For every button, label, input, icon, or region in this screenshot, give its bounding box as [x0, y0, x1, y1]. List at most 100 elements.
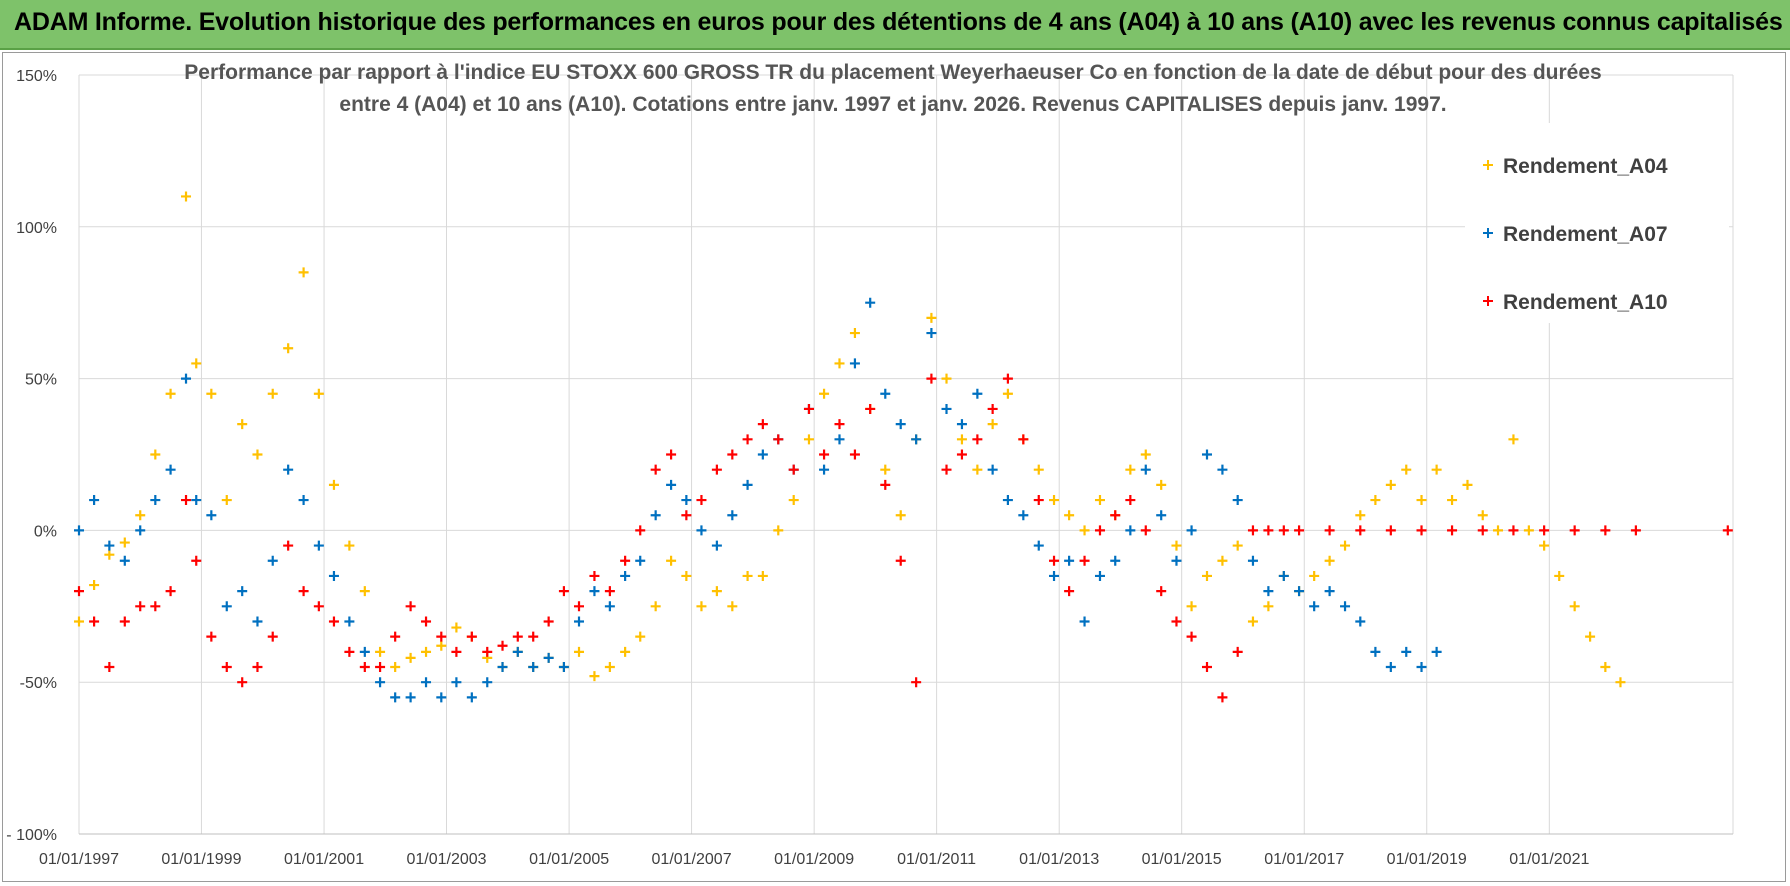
data-point	[1094, 525, 1105, 536]
data-point	[1217, 555, 1228, 566]
data-point	[1324, 525, 1335, 536]
data-point	[1569, 601, 1580, 612]
data-point	[819, 388, 830, 399]
data-point	[1125, 495, 1136, 506]
data-point	[89, 495, 100, 506]
data-point	[773, 434, 784, 445]
data-point	[1064, 555, 1075, 566]
data-point	[880, 464, 891, 475]
data-point	[1385, 662, 1396, 673]
data-point	[987, 403, 998, 414]
data-point	[589, 586, 600, 597]
x-tick-label: 01/01/2011	[897, 851, 976, 868]
data-point	[727, 449, 738, 460]
data-point	[451, 677, 462, 688]
data-point	[405, 601, 416, 612]
data-point	[512, 646, 523, 657]
data-point	[911, 677, 922, 688]
y-tick-label: 100%	[16, 220, 57, 237]
x-tick-label: 01/01/2003	[406, 851, 486, 868]
y-tick-label: 150%	[16, 68, 57, 85]
x-tick-label: 01/01/2015	[1142, 851, 1222, 868]
data-point	[1416, 662, 1427, 673]
data-point	[191, 495, 202, 506]
data-point	[237, 419, 248, 430]
data-point	[834, 358, 845, 369]
data-point	[421, 677, 432, 688]
data-point	[773, 525, 784, 536]
data-point	[956, 419, 967, 430]
data-point	[880, 479, 891, 490]
data-point	[1401, 646, 1412, 657]
data-point	[972, 464, 983, 475]
axis-ticks: 150% 100% 50% 0% -50% - 100% 01/01/1997 01/01/1…	[6, 68, 1589, 868]
data-point	[803, 434, 814, 445]
data-point	[1064, 586, 1075, 597]
data-point	[788, 464, 799, 475]
data-point	[604, 586, 615, 597]
data-point	[956, 449, 967, 460]
data-point	[650, 464, 661, 475]
data-point	[1217, 464, 1228, 475]
data-point	[1079, 555, 1090, 566]
data-point	[574, 646, 585, 657]
data-point	[74, 586, 84, 597]
report-title: ADAM Informe. Evolution historique des p…	[14, 8, 1783, 36]
legend-label: Rendement_A10	[1503, 291, 1668, 314]
data-point	[1033, 464, 1044, 475]
data-point	[512, 631, 523, 642]
data-point	[941, 403, 952, 414]
data-point	[313, 601, 324, 612]
data-point	[1569, 525, 1580, 536]
legend-marker	[1483, 160, 1493, 170]
data-point	[1094, 570, 1105, 581]
data-point	[696, 601, 707, 612]
data-point	[757, 419, 768, 430]
data-point	[1201, 570, 1212, 581]
data-point	[803, 403, 814, 414]
data-point	[1263, 586, 1274, 597]
x-tick-label: 01/01/2009	[774, 851, 854, 868]
data-point	[1385, 525, 1396, 536]
data-point	[589, 570, 600, 581]
data-point	[1094, 495, 1105, 506]
data-point	[1049, 495, 1060, 506]
data-point	[191, 555, 202, 566]
x-tick-label: 01/01/2017	[1264, 851, 1344, 868]
data-point	[221, 601, 232, 612]
chart-subtitle-line-2: entre 4 (A04) et 10 ans (A10). Cotations…	[339, 93, 1446, 116]
data-point	[1554, 570, 1565, 581]
data-point	[1171, 555, 1182, 566]
data-point	[834, 434, 845, 445]
data-point	[1447, 525, 1458, 536]
data-point	[1171, 540, 1182, 551]
data-point	[604, 601, 615, 612]
data-point	[267, 555, 278, 566]
data-point	[1508, 434, 1519, 445]
data-point	[1294, 525, 1305, 536]
data-point	[1539, 525, 1550, 536]
data-point	[1033, 495, 1044, 506]
data-point	[344, 540, 355, 551]
data-point	[1079, 616, 1090, 627]
data-point	[1018, 434, 1029, 445]
data-point	[911, 434, 922, 445]
data-point	[436, 640, 447, 651]
data-point	[298, 495, 309, 506]
data-point	[1156, 510, 1167, 521]
data-point	[359, 586, 370, 597]
data-point	[696, 495, 707, 506]
data-point	[1018, 510, 1029, 521]
data-point	[543, 616, 554, 627]
data-point	[865, 403, 876, 414]
data-point	[375, 677, 386, 688]
data-point	[104, 662, 115, 673]
data-point	[497, 640, 508, 651]
data-point	[191, 358, 202, 369]
data-point	[1156, 586, 1167, 597]
data-point	[1201, 449, 1212, 460]
data-point	[1324, 586, 1335, 597]
data-point	[1140, 464, 1151, 475]
data-point	[666, 555, 677, 566]
legend-marker	[1483, 228, 1493, 238]
